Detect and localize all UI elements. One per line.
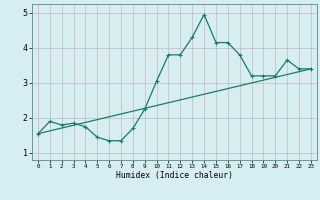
X-axis label: Humidex (Indice chaleur): Humidex (Indice chaleur)	[116, 171, 233, 180]
